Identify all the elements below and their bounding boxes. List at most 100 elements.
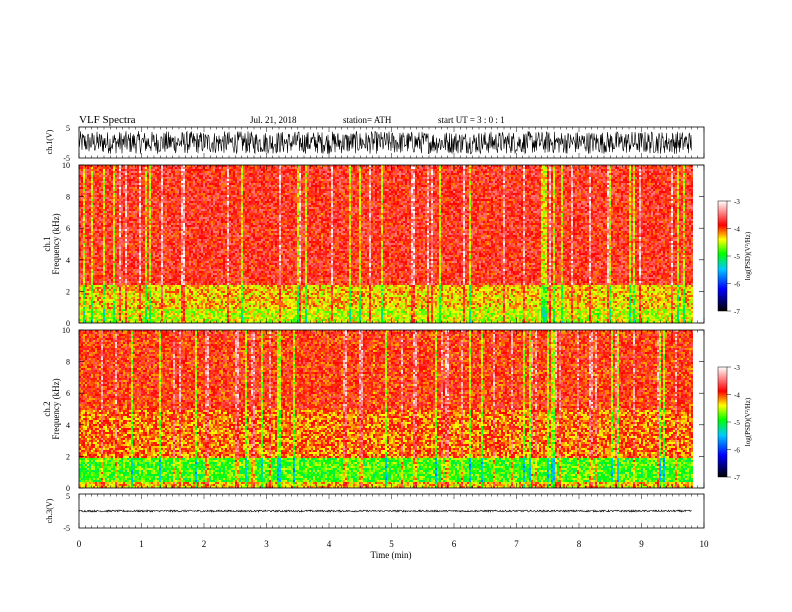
psd-cell (89, 239, 91, 241)
psd-cell (81, 249, 83, 251)
psd-cell (97, 307, 99, 309)
psd-cell (105, 251, 107, 253)
psd-cell (101, 217, 103, 219)
psd-cell (87, 213, 89, 215)
psd-cell (123, 239, 125, 241)
psd-cell (135, 187, 137, 189)
psd-cell (105, 241, 107, 243)
psd-cell (119, 205, 121, 207)
psd-cell (119, 301, 121, 303)
psd-cell (135, 225, 137, 227)
psd-cell (125, 281, 127, 283)
psd-cell (91, 317, 93, 319)
psd-cell (135, 211, 137, 213)
psd-cell (101, 271, 103, 273)
psd-cell (107, 243, 109, 245)
psd-cell (133, 253, 135, 255)
psd-cell (109, 265, 111, 267)
psd-cell (105, 263, 107, 265)
psd-cell (99, 173, 101, 175)
psd-cell (89, 187, 91, 189)
psd-cell (97, 169, 99, 171)
psd-cell (137, 183, 139, 185)
psd-cell (111, 227, 113, 229)
psd-cell (125, 189, 127, 191)
psd-cell (109, 305, 111, 307)
psd-cell (121, 303, 123, 305)
psd-cell (125, 245, 127, 247)
psd-cell (87, 199, 89, 201)
psd-cell (93, 317, 95, 319)
psd-cell (107, 175, 109, 177)
psd-cell (93, 307, 95, 309)
psd-cell (117, 219, 119, 221)
psd-cell (99, 193, 101, 195)
psd-cell (91, 195, 93, 197)
psd-cell (135, 235, 137, 237)
psd-cell (93, 255, 95, 257)
psd-cell (107, 239, 109, 241)
psd-cell (87, 245, 89, 247)
psd-cell (95, 191, 97, 193)
psd-cell (107, 305, 109, 307)
psd-cell (87, 239, 89, 241)
psd-cell (119, 175, 121, 177)
psd-cell (121, 305, 123, 307)
psd-cell (93, 223, 95, 225)
psd-cell (99, 261, 101, 263)
psd-cell (121, 311, 123, 313)
psd-cell (109, 193, 111, 195)
psd-cell (95, 299, 97, 301)
psd-cell (125, 255, 127, 257)
psd-cell (85, 229, 87, 231)
psd-cell (83, 261, 85, 263)
psd-cell (105, 185, 107, 187)
psd-cell (135, 185, 137, 187)
psd-cell (113, 289, 115, 291)
psd-cell (81, 243, 83, 245)
psd-cell (83, 289, 85, 291)
psd-cell (101, 241, 103, 243)
psd-cell (135, 317, 137, 319)
psd-cell (105, 167, 107, 169)
psd-cell (107, 311, 109, 313)
psd-cell (137, 213, 139, 215)
psd-cell (135, 305, 137, 307)
psd-cell (119, 237, 121, 239)
psd-cell (129, 181, 131, 183)
psd-cell (101, 215, 103, 217)
psd-cell (81, 317, 83, 319)
psd-cell (131, 289, 133, 291)
psd-cell (101, 191, 103, 193)
psd-cell (99, 289, 101, 291)
psd-cell (101, 257, 103, 259)
psd-cell (109, 225, 111, 227)
psd-cell (135, 303, 137, 305)
psd-cell (99, 225, 101, 227)
psd-cell (119, 297, 121, 299)
psd-cell (115, 225, 117, 227)
psd-cell (121, 221, 123, 223)
psd-cell (107, 307, 109, 309)
psd-cell (133, 261, 135, 263)
psd-cell (123, 207, 125, 209)
psd-cell (131, 223, 133, 225)
psd-cell (111, 177, 113, 179)
psd-cell (123, 183, 125, 185)
psd-cell (111, 295, 113, 297)
psd-cell (135, 241, 137, 243)
psd-cell (101, 311, 103, 313)
psd-cell (107, 251, 109, 253)
psd-cell (121, 181, 123, 183)
psd-cell (119, 219, 121, 221)
psd-cell (131, 169, 133, 171)
psd-cell (103, 181, 105, 183)
psd-cell (131, 255, 133, 257)
psd-cell (97, 225, 99, 227)
psd-cell (105, 171, 107, 173)
psd-cell (95, 269, 97, 271)
psd-cell (83, 295, 85, 297)
psd-cell (121, 183, 123, 185)
psd-cell (133, 289, 135, 291)
psd-cell (111, 205, 113, 207)
